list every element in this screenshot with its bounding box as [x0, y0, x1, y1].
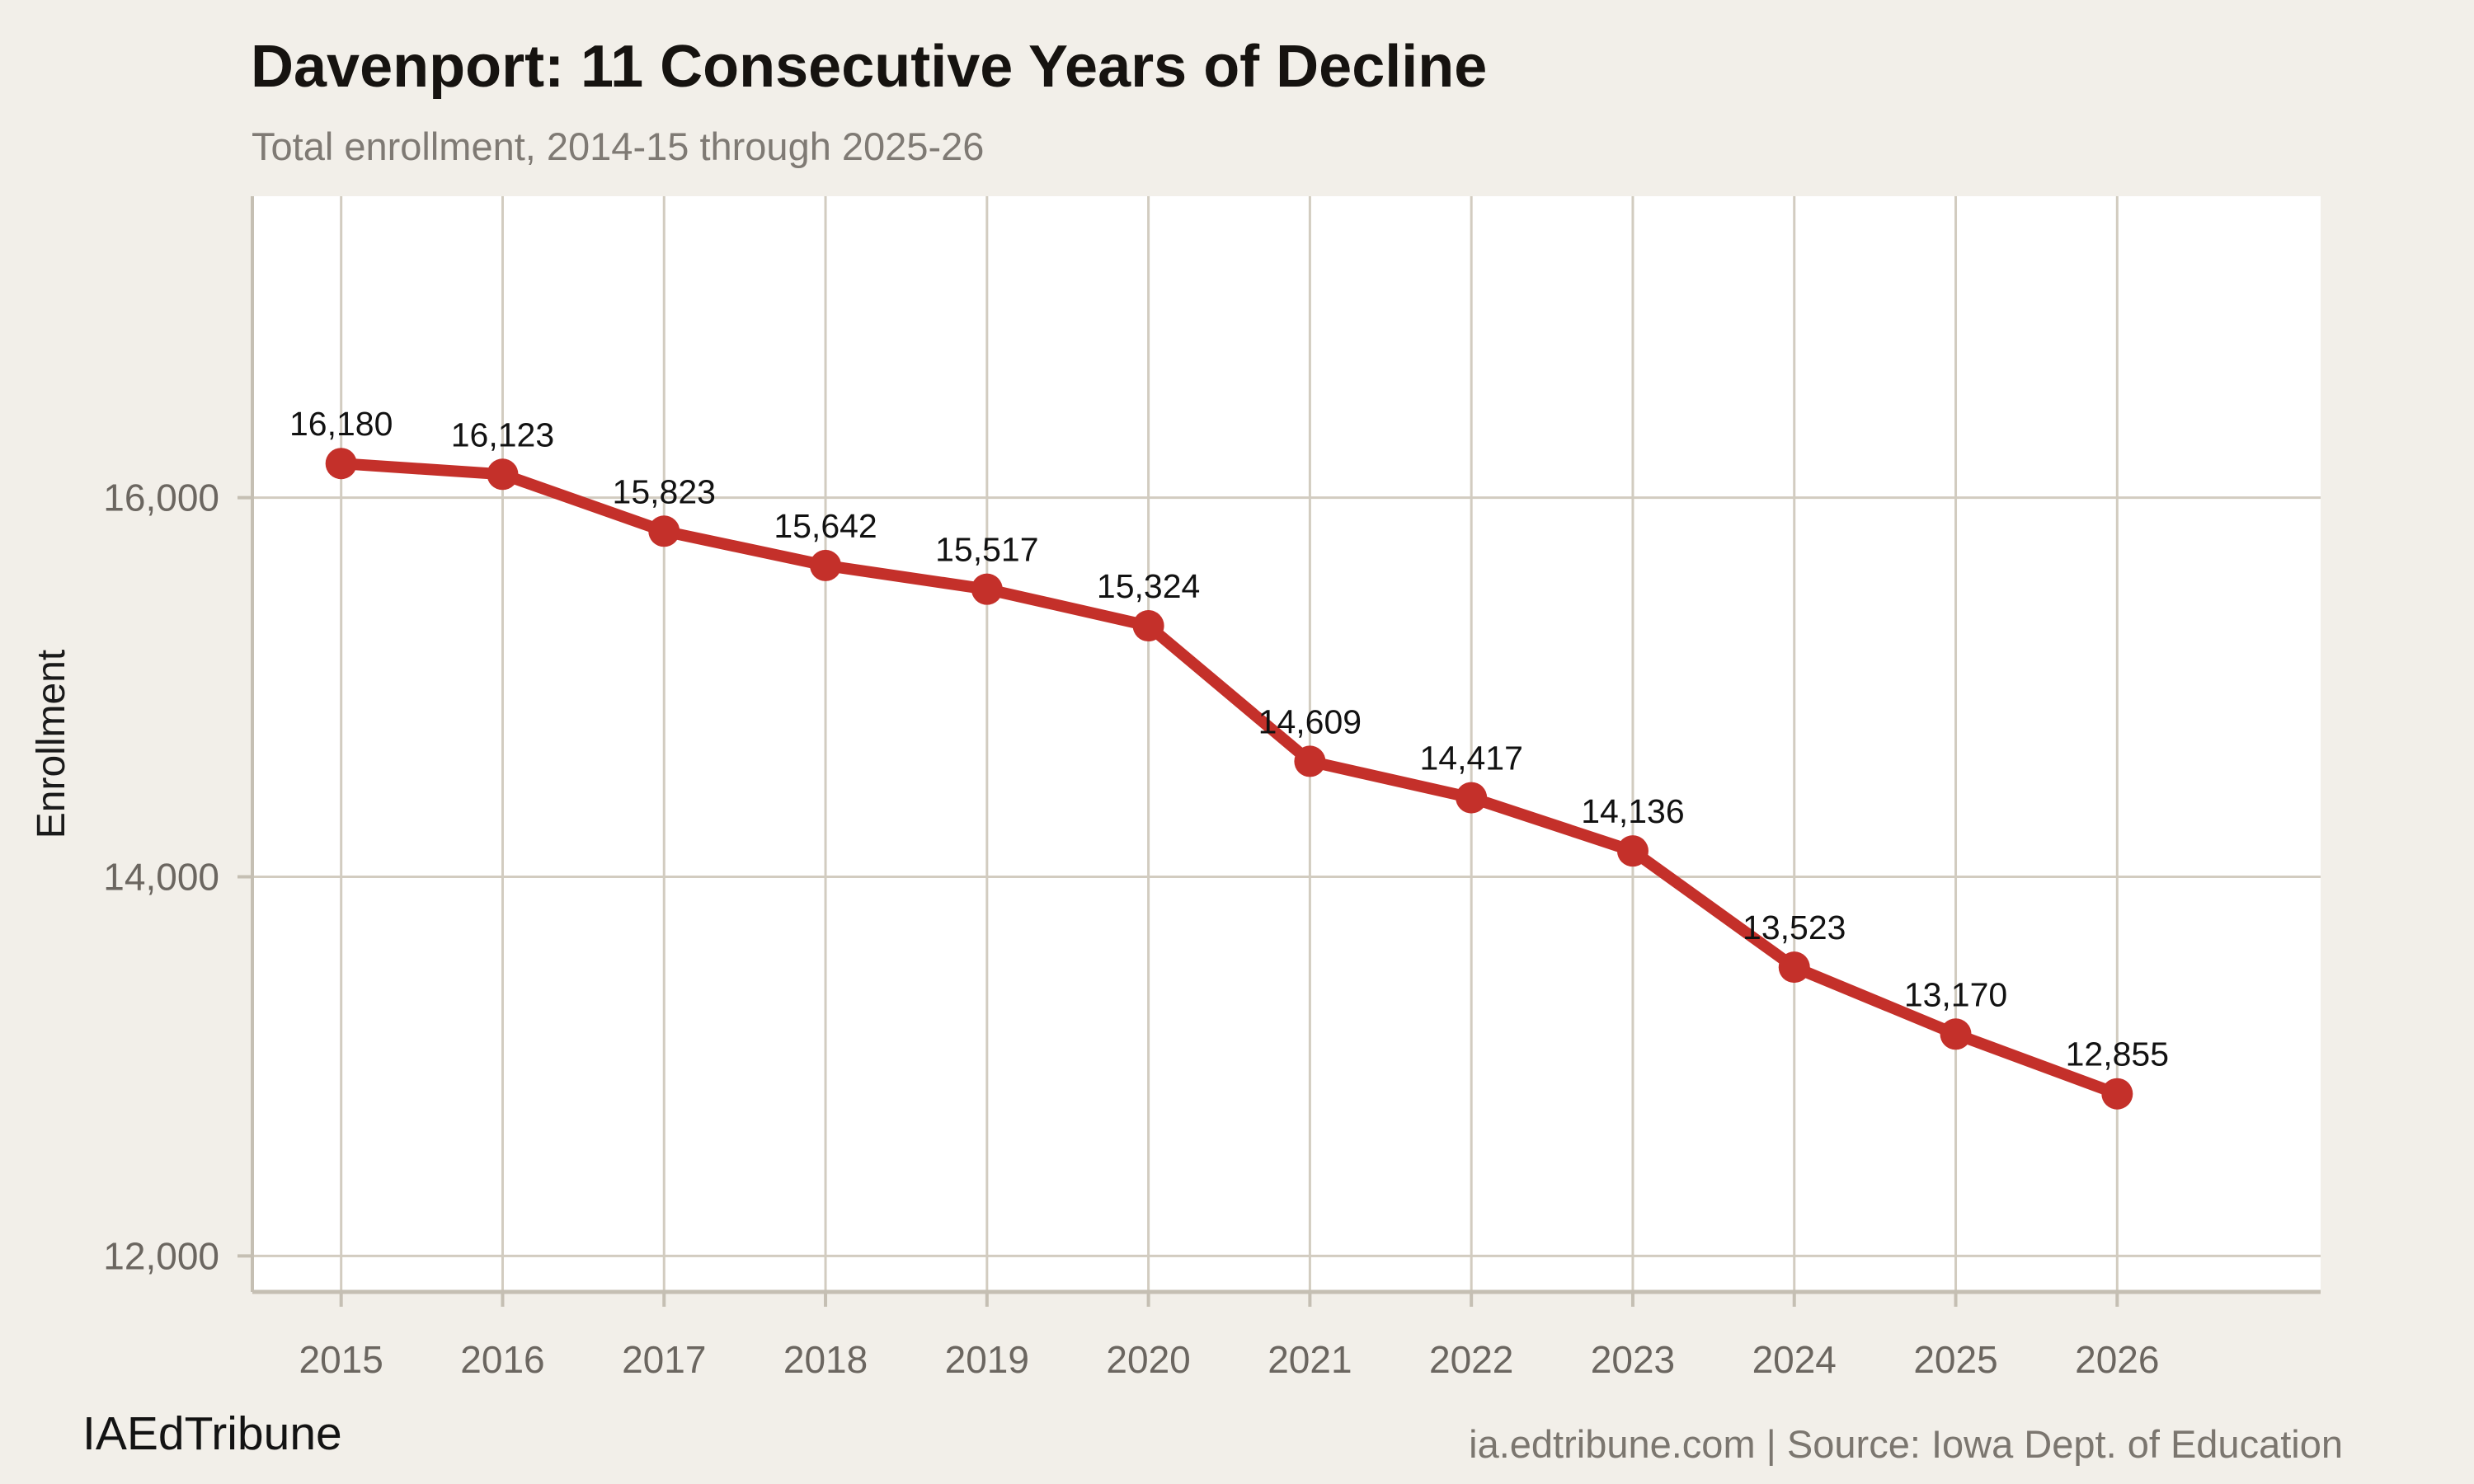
data-point — [1132, 610, 1164, 642]
data-point-label: 14,609 — [1258, 702, 1362, 740]
data-point-label: 13,170 — [1904, 975, 2007, 1013]
data-point-label: 16,123 — [451, 416, 554, 453]
y-tick-label: 12,000 — [103, 1234, 219, 1277]
data-point — [1456, 782, 1488, 814]
data-point — [1294, 745, 1326, 777]
data-point-label: 12,855 — [2066, 1036, 2169, 1073]
x-tick-label: 2023 — [1591, 1338, 1675, 1381]
footer-brand: IAEdTribune — [82, 1407, 342, 1460]
x-tick-label: 2021 — [1268, 1338, 1352, 1381]
data-point — [810, 549, 842, 581]
data-point-label: 15,517 — [935, 531, 1038, 569]
x-tick-label: 2020 — [1106, 1338, 1190, 1381]
page-title: Davenport: 11 Consecutive Years of Decli… — [251, 34, 1488, 100]
x-tick-label: 2025 — [1913, 1338, 1997, 1381]
data-point — [1940, 1018, 1972, 1050]
data-point — [1778, 951, 1810, 984]
x-tick-label: 2015 — [299, 1338, 383, 1381]
data-point-label: 14,417 — [1419, 740, 1522, 777]
data-point — [325, 448, 357, 480]
data-point-label: 13,523 — [1743, 909, 1846, 946]
x-tick-label: 2019 — [945, 1338, 1029, 1381]
enrollment-line — [335, 458, 2124, 1100]
data-point — [1616, 835, 1649, 867]
data-point-label: 15,642 — [774, 507, 877, 545]
x-tick-label: 2024 — [1752, 1338, 1837, 1381]
data-point-label: 15,823 — [613, 472, 716, 510]
x-tick-label: 2016 — [460, 1338, 544, 1381]
x-tick-label: 2017 — [622, 1338, 706, 1381]
y-tick-label: 16,000 — [103, 477, 219, 519]
data-point-label: 14,136 — [1581, 792, 1684, 830]
data-point-label: 16,180 — [289, 405, 393, 443]
y-tick-label: 14,000 — [103, 855, 219, 898]
data-point — [648, 515, 680, 547]
data-point-label: 15,324 — [1097, 567, 1200, 605]
page-subtitle: Total enrollment, 2014-15 through 2025-2… — [252, 124, 985, 168]
data-point — [2101, 1078, 2133, 1110]
x-tick-label: 2026 — [2075, 1338, 2159, 1381]
x-tick-label: 2022 — [1429, 1338, 1513, 1381]
y-axis-title: Enrollment — [30, 650, 73, 838]
x-tick-label: 2018 — [783, 1338, 868, 1381]
data-point — [487, 458, 519, 491]
data-point — [971, 573, 1003, 605]
footer-source: ia.edtribune.com | Source: Iowa Dept. of… — [1469, 1422, 2343, 1466]
